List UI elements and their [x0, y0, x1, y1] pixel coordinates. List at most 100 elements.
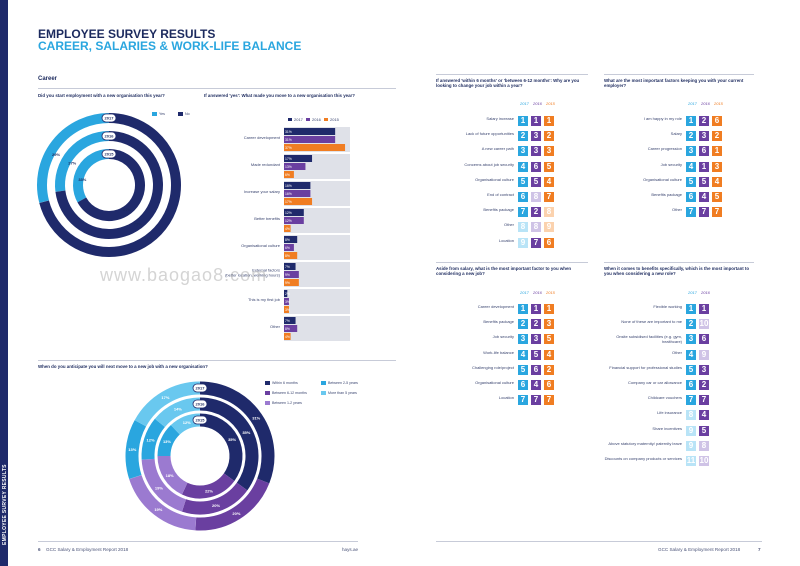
- rank-box: 4: [699, 192, 709, 202]
- legend-swatch: [324, 118, 328, 121]
- yes-arc: [73, 149, 110, 203]
- year-header: 2017: [688, 290, 697, 295]
- ranking-row-label: Other: [503, 222, 514, 228]
- rank-box: 2: [699, 380, 709, 390]
- rank-box: 6: [686, 380, 696, 390]
- legend-swatch-2to5: [321, 381, 326, 385]
- bar-value-label: 8%: [285, 254, 290, 258]
- ranking-row-label: Organisational culture: [475, 176, 514, 182]
- segment-value-label: 13%: [163, 439, 171, 444]
- rank-box: 7: [518, 395, 528, 406]
- rank-box: 5: [518, 364, 528, 375]
- rank-box: 8: [531, 222, 541, 233]
- legend-swatch-no: [178, 112, 183, 116]
- segment-value-label: 14%: [174, 406, 182, 411]
- ranking-row-label: Work-life balance: [483, 349, 514, 355]
- bar-value-label: 3%: [285, 300, 290, 304]
- rank-box: 4: [699, 410, 709, 421]
- yes-arc: [55, 131, 110, 192]
- ring-arc: [195, 478, 270, 531]
- rank-box: 7: [544, 192, 554, 202]
- bar-value-label: 4%: [285, 335, 290, 339]
- footer-report-left: GCC Salary & Employment Report 2018: [46, 547, 129, 552]
- divider: [436, 262, 588, 263]
- rank-box: 2: [531, 319, 541, 330]
- bar: [284, 271, 299, 278]
- category-label: Organisational culture: [241, 243, 281, 248]
- bar: [284, 244, 294, 251]
- category-label: Other: [270, 324, 281, 329]
- q3-donut-chart: 31% 20% 19% 13% 17% 2017 35% 20% 19% 12% 14% 2016 35…: [125, 381, 275, 531]
- year-header: 2017: [520, 290, 529, 295]
- ring-arc: [181, 482, 248, 515]
- bar: [284, 128, 336, 135]
- rank-box: 5: [544, 161, 554, 172]
- rank-box: 7: [712, 207, 722, 218]
- legend-more5: More than 5 years: [328, 391, 357, 395]
- bar: [284, 190, 311, 197]
- ranking-row-label: Company car or car allowance: [627, 380, 682, 385]
- bar: [284, 298, 289, 305]
- bar: [284, 263, 296, 270]
- rank-box: 3: [531, 334, 541, 345]
- bar-value-label: 17%: [285, 157, 292, 161]
- rank-box: 4: [518, 161, 528, 172]
- rank-box: 6: [544, 237, 554, 248]
- rank-box: 9: [686, 425, 696, 436]
- bar-value-label: 13%: [285, 165, 292, 169]
- rank-box: 8: [531, 192, 541, 202]
- ranking-row-label: Location: [498, 237, 514, 243]
- no-arc: [55, 131, 163, 239]
- divider: [436, 74, 588, 75]
- legend-6to12: Between 6-12 months: [272, 391, 307, 395]
- q7-title: When it comes to benefits specifically, …: [604, 266, 750, 277]
- year-header: 2016: [701, 290, 710, 295]
- rank-box: 1: [531, 116, 541, 126]
- segment-value-label: 17%: [161, 395, 169, 400]
- bar-track: [284, 289, 350, 314]
- segment-value-label: 13%: [128, 447, 136, 452]
- no-value-label: 67%: [123, 207, 131, 212]
- year-pill: [192, 415, 208, 425]
- rank-box: 6: [531, 364, 541, 375]
- rank-box: 9: [544, 222, 554, 233]
- ring-arc: [134, 381, 201, 427]
- rank-box: 2: [518, 319, 528, 330]
- bar: [284, 136, 336, 143]
- bar-value-label: 17%: [285, 200, 292, 204]
- bar: [284, 290, 288, 297]
- bar: [284, 144, 346, 151]
- bar-value-label: 16%: [285, 184, 292, 188]
- rank-box: 4: [544, 176, 554, 187]
- ranking-row-label: Organisational culture: [643, 176, 682, 182]
- year-header: 2015: [546, 290, 555, 295]
- ranking-row-label: I am happy in my role: [643, 116, 682, 121]
- ranking-row-label: Lack of future opportunities: [465, 131, 514, 137]
- no-arc: [39, 113, 181, 257]
- category-label: (better location, working hours): [225, 273, 281, 278]
- rank-box: 3: [544, 146, 554, 157]
- category-label: External factors: [252, 268, 280, 273]
- ranking-row-label: A new career path: [481, 146, 514, 152]
- rank-box: 3: [712, 161, 722, 172]
- legend-label: 2015: [330, 117, 340, 122]
- rank-box: 7: [686, 207, 696, 218]
- year-header: 2015: [546, 101, 555, 106]
- rank-box: 11: [686, 456, 696, 466]
- legend-swatch-1to2: [265, 401, 270, 405]
- year-label: 2017: [105, 116, 115, 121]
- ranking-row-label: Organisational culture: [475, 380, 514, 385]
- rank-box: 5: [518, 176, 528, 187]
- legend-2to5: Between 2-5 years: [328, 381, 358, 385]
- divider: [38, 360, 396, 361]
- legend-label: 2017: [294, 117, 304, 122]
- bar: [284, 198, 313, 205]
- divider: [604, 262, 754, 263]
- q2-title: If answered 'yes': What made you move to…: [204, 93, 355, 98]
- legend-label: 2016: [312, 117, 322, 122]
- bar: [284, 325, 298, 332]
- rank-box: 4: [518, 349, 528, 360]
- category-label: This is my first job: [248, 297, 281, 302]
- segment-value-label: 20%: [232, 511, 240, 516]
- rank-box: 3: [686, 334, 696, 345]
